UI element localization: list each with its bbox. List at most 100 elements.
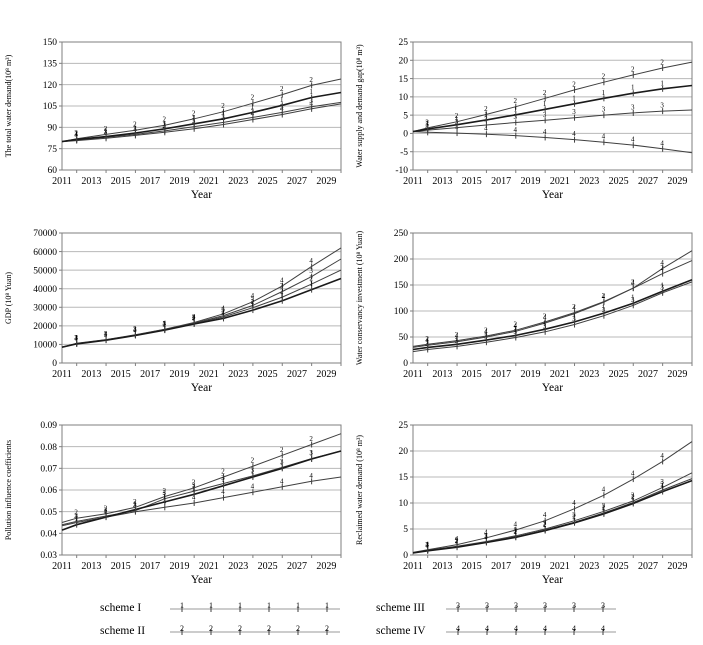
legend-marker-label: 3	[514, 601, 518, 610]
marker-label: 3	[74, 334, 78, 342]
marker-label: 3	[221, 306, 225, 314]
series-line-scheme-1	[61, 450, 342, 531]
x-tick-label: 2017	[140, 561, 160, 572]
y-tick-label: 10	[399, 93, 409, 103]
y-tick-label: 200	[394, 255, 409, 265]
x-tick-label: 2021	[550, 176, 570, 187]
marker-label: 4	[631, 470, 635, 478]
marker-label: 3	[280, 458, 284, 466]
marker-label: 2	[631, 65, 635, 73]
y-axis-title: Water conservancy investment (10⁸ Yuan)	[355, 231, 364, 366]
legend-marker-label: 3	[572, 601, 576, 610]
x-axis-title: Year	[191, 189, 212, 201]
legend-marker-label: 1	[296, 601, 300, 610]
marker-label: 3	[133, 325, 137, 333]
marker-label: 2	[514, 321, 518, 329]
marker-label: 1	[280, 291, 284, 299]
x-tick-label: 2023	[579, 561, 599, 572]
plot-border	[412, 232, 693, 364]
x-tick-label: 2019	[169, 176, 189, 187]
marker-label: 2	[192, 109, 196, 117]
legend-marker-label: 1	[238, 601, 242, 610]
marker-label: 4	[309, 257, 313, 265]
y-tick-label: 0	[403, 130, 408, 140]
marker-label: 1	[309, 280, 313, 288]
marker-label: 4	[484, 528, 488, 536]
legend: scheme I 1 1 1 1 1 1 scheme II 2 2 2 2 2 2 scheme …	[0, 596, 703, 642]
chart-svg-3: 0 50 100 150 200 250 2011 2013 2015 2017 2019 2021 2…	[355, 229, 693, 394]
marker-label: 1	[251, 468, 255, 476]
x-tick-label: 2029	[316, 369, 336, 380]
legend-marker-label: 4	[456, 624, 460, 633]
marker-label: 1	[280, 459, 284, 467]
x-axis-title: Year	[542, 189, 563, 201]
marker-label: 4	[309, 99, 313, 107]
x-tick-label: 2021	[199, 176, 219, 187]
legend-item-scheme-1: scheme I 1 1 1 1 1 1	[100, 596, 340, 619]
x-tick-label: 2027	[287, 561, 307, 572]
y-tick-label: 0.06	[40, 486, 57, 496]
marker-label: 4	[280, 105, 284, 113]
x-tick-label: 2019	[169, 561, 189, 572]
x-tick-label: 2027	[638, 369, 658, 380]
legend-column-left: scheme I 1 1 1 1 1 1 scheme II 2 2 2 2 2 2	[100, 596, 340, 642]
marker-label: 4	[251, 292, 255, 300]
marker-label: 2	[163, 487, 167, 495]
marker-label: 4	[455, 332, 459, 340]
marker-label: 1	[221, 309, 225, 317]
marker-label: 4	[455, 535, 459, 543]
marker-label: 2	[133, 121, 137, 129]
marker-label: 3	[251, 466, 255, 474]
marker-label: 4	[484, 125, 488, 133]
plot-border	[412, 41, 693, 171]
marker-label: 2	[425, 335, 429, 343]
marker-label: 1	[104, 127, 108, 135]
y-tick-label: 0.03	[40, 551, 57, 561]
marker-label: 2	[251, 94, 255, 102]
marker-label: 1	[660, 482, 664, 490]
marker-label: 1	[104, 331, 108, 339]
legend-marker-label: 1	[267, 601, 271, 610]
marker-label: 1	[425, 120, 429, 128]
legend-line-sample-scheme-2: 2 2 2 2 2 2	[170, 624, 340, 635]
y-tick-label: 150	[394, 281, 409, 291]
x-tick-label: 2027	[638, 561, 658, 572]
legend-marker-label: 3	[485, 601, 489, 610]
marker-label: 1	[602, 89, 606, 97]
marker-label: 2	[309, 275, 313, 283]
y-tick-label: 90	[48, 124, 58, 134]
chart-svg-0: 60 75 90 105 120 135 150 2011 2013 2015 2017 2019 20…	[4, 38, 342, 201]
marker-label: 3	[251, 296, 255, 304]
marker-label: 1	[455, 115, 459, 123]
marker-label: 3	[660, 102, 664, 110]
marker-label: 1	[543, 320, 547, 328]
marker-label: 1	[484, 331, 488, 339]
marker-label: 2	[425, 541, 429, 549]
legend-marker-label: 4	[601, 624, 605, 633]
marker-label: 2	[572, 513, 576, 521]
marker-label: 4	[572, 304, 576, 312]
marker-label: 2	[543, 521, 547, 529]
marker-label: 4	[74, 334, 78, 342]
marker-label: 2	[484, 533, 488, 541]
marker-label: 2	[660, 264, 664, 272]
y-tick-label: 10000	[33, 341, 57, 351]
chart-gdp: 0 10000 20000 30000 40000 50000 60000 70000 2011…	[0, 205, 351, 405]
legend-label-scheme-2: scheme II	[100, 624, 146, 637]
y-tick-label: 0.07	[40, 465, 57, 475]
marker-label: 3	[484, 532, 488, 540]
marker-label: 3	[455, 537, 459, 545]
marker-label: 1	[133, 326, 137, 334]
marker-label: 4	[514, 126, 518, 134]
marker-label: 2	[221, 307, 225, 315]
x-tick-label: 2015	[462, 176, 482, 187]
x-axis-title: Year	[191, 574, 212, 586]
marker-label: 4	[543, 511, 547, 519]
marker-label: 2	[543, 312, 547, 320]
marker-label: 1	[163, 492, 167, 500]
marker-label: 2	[163, 320, 167, 328]
marker-label: 2	[484, 105, 488, 113]
x-tick-label: 2027	[638, 176, 658, 187]
